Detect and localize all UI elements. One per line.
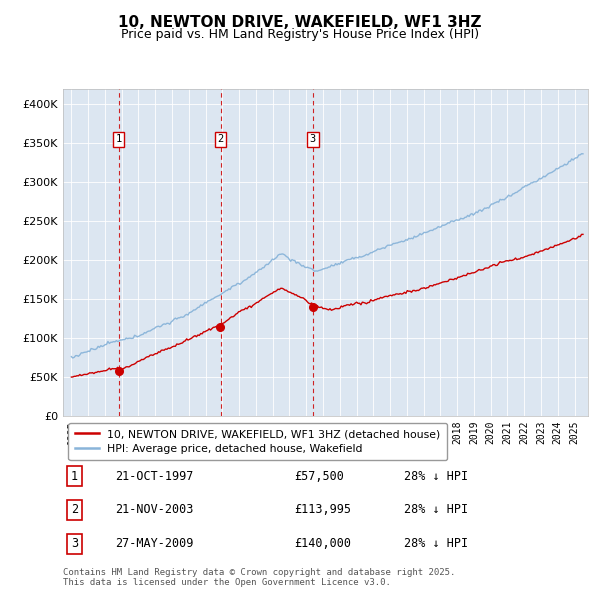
Text: £57,500: £57,500: [294, 470, 344, 483]
Text: Contains HM Land Registry data © Crown copyright and database right 2025.
This d: Contains HM Land Registry data © Crown c…: [63, 568, 455, 587]
Text: 2: 2: [217, 134, 224, 144]
Text: 1: 1: [115, 134, 122, 144]
Text: £140,000: £140,000: [294, 537, 351, 550]
Legend: 10, NEWTON DRIVE, WAKEFIELD, WF1 3HZ (detached house), HPI: Average price, detac: 10, NEWTON DRIVE, WAKEFIELD, WF1 3HZ (de…: [68, 422, 447, 460]
Text: 27-MAY-2009: 27-MAY-2009: [115, 537, 194, 550]
Text: 3: 3: [310, 134, 316, 144]
Text: Price paid vs. HM Land Registry's House Price Index (HPI): Price paid vs. HM Land Registry's House …: [121, 28, 479, 41]
Text: 28% ↓ HPI: 28% ↓ HPI: [404, 503, 469, 516]
Text: 21-OCT-1997: 21-OCT-1997: [115, 470, 194, 483]
Text: 1: 1: [71, 470, 78, 483]
Text: £113,995: £113,995: [294, 503, 351, 516]
Text: 3: 3: [71, 537, 78, 550]
Text: 28% ↓ HPI: 28% ↓ HPI: [404, 537, 469, 550]
Text: 2: 2: [71, 503, 78, 516]
Text: 28% ↓ HPI: 28% ↓ HPI: [404, 470, 469, 483]
Text: 10, NEWTON DRIVE, WAKEFIELD, WF1 3HZ: 10, NEWTON DRIVE, WAKEFIELD, WF1 3HZ: [118, 15, 482, 30]
Text: 21-NOV-2003: 21-NOV-2003: [115, 503, 194, 516]
